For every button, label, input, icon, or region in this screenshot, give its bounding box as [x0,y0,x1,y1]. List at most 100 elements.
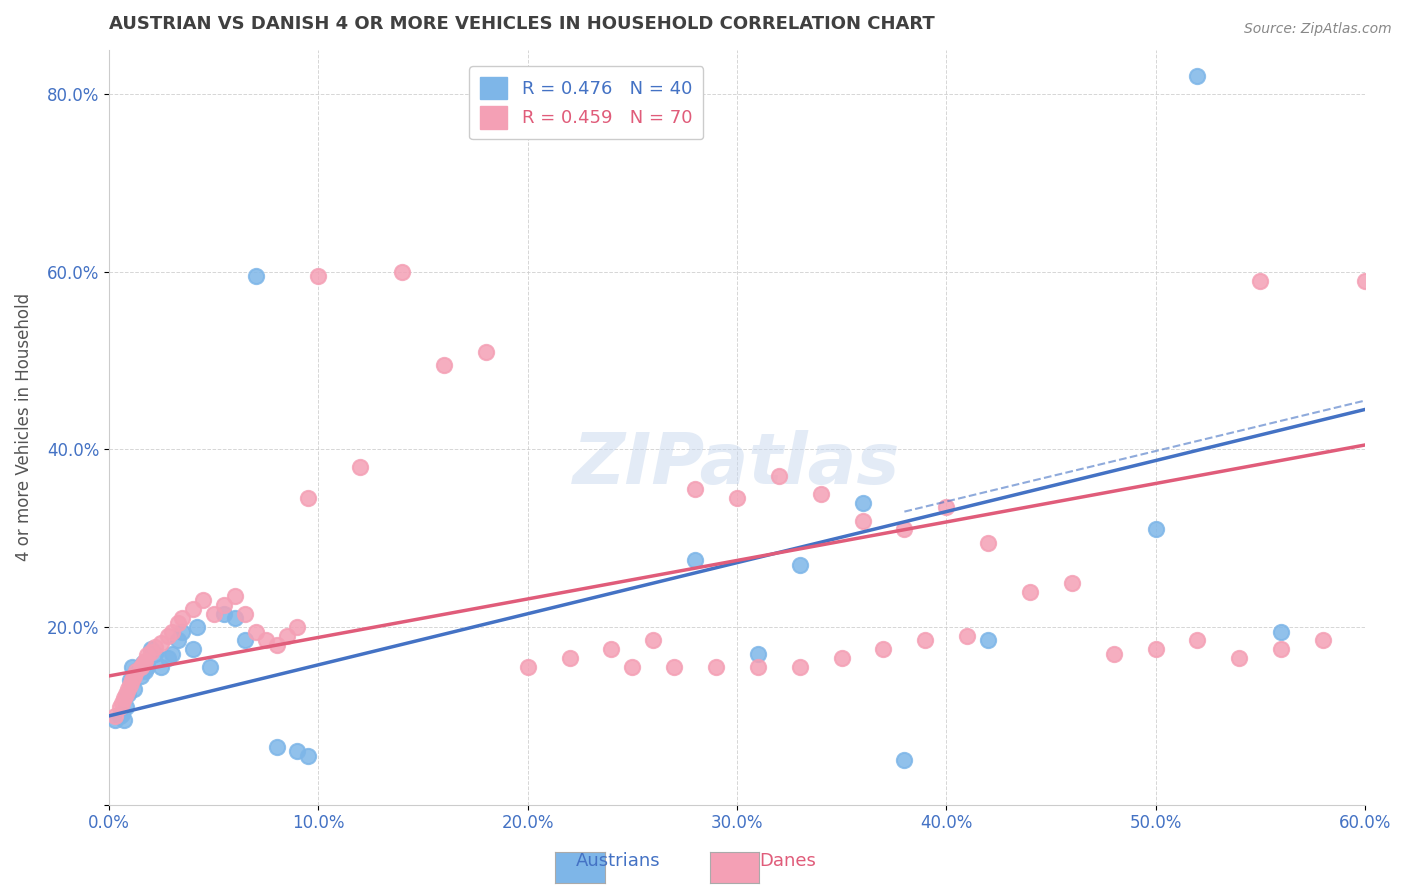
Point [725,491,748,506]
Point [893,753,915,767]
Point [118,678,141,692]
Point [851,496,873,510]
Point [391,265,413,279]
Point [516,660,538,674]
Point [233,633,256,648]
Point [1102,647,1125,661]
Text: Austrians: Austrians [576,852,661,870]
Point [202,607,225,621]
Point [1270,642,1292,657]
Point [212,598,235,612]
Point [789,660,811,674]
Point [121,673,143,688]
Point [172,624,194,639]
Point [297,748,319,763]
Point [307,269,329,284]
Point [1060,575,1083,590]
Y-axis label: 4 or more Vehicles in Household: 4 or more Vehicles in Household [15,293,32,561]
Point [297,491,319,506]
Point [1354,274,1376,288]
Point [747,660,769,674]
Point [112,714,135,728]
Point [150,660,173,674]
Point [212,607,235,621]
Point [111,696,134,710]
Point [433,358,456,372]
Point [117,682,139,697]
Point [181,602,204,616]
Point [198,660,221,674]
Point [1270,624,1292,639]
Point [475,344,498,359]
Point [935,500,957,515]
Point [186,620,208,634]
Point [254,633,277,648]
Point [1144,522,1167,536]
Point [287,744,309,758]
Point [245,624,267,639]
Point [266,739,288,754]
Point [156,651,179,665]
Point [1187,70,1209,84]
Text: Danes: Danes [759,852,815,870]
Point [150,636,173,650]
Point [131,657,153,672]
Point [224,611,246,625]
Point [276,629,298,643]
Point [134,665,156,679]
Point [704,660,727,674]
Point [621,660,644,674]
Point [125,665,148,679]
Point [193,593,215,607]
Point [156,629,179,643]
Point [117,687,139,701]
Point [129,669,152,683]
Point [1227,651,1250,665]
Point [143,647,166,661]
Point [129,660,152,674]
Point [1019,584,1042,599]
Point [872,642,894,657]
Point [135,648,157,663]
Point [135,660,157,674]
Point [266,638,288,652]
Point [1144,642,1167,657]
Point [810,487,832,501]
Point [600,642,623,657]
Text: AUSTRIAN VS DANISH 4 OR MORE VEHICLES IN HOUSEHOLD CORRELATION CHART: AUSTRIAN VS DANISH 4 OR MORE VEHICLES IN… [110,15,935,33]
Point [831,651,853,665]
Point [111,707,134,722]
Point [181,642,204,657]
Point [134,654,156,668]
Text: ZIPatlas: ZIPatlas [574,431,901,500]
Point [104,714,127,728]
Point [160,647,183,661]
Point [851,514,873,528]
Point [977,535,1000,549]
Point [122,669,145,683]
Point [112,691,135,706]
Point [139,642,162,657]
Point [1312,633,1334,648]
Point [121,660,143,674]
Point [224,589,246,603]
Point [349,460,371,475]
Point [131,656,153,670]
Point [139,645,162,659]
Point [143,640,166,654]
Point [108,709,131,723]
Point [115,700,138,714]
Point [747,647,769,661]
Point [789,558,811,572]
Point [662,660,685,674]
Point [683,553,706,567]
Point [115,687,138,701]
Point [956,629,979,643]
Point [108,700,131,714]
Point [1249,274,1271,288]
Point [125,665,148,679]
Point [683,483,706,497]
Point [893,522,915,536]
Point [104,709,127,723]
Point [643,633,665,648]
